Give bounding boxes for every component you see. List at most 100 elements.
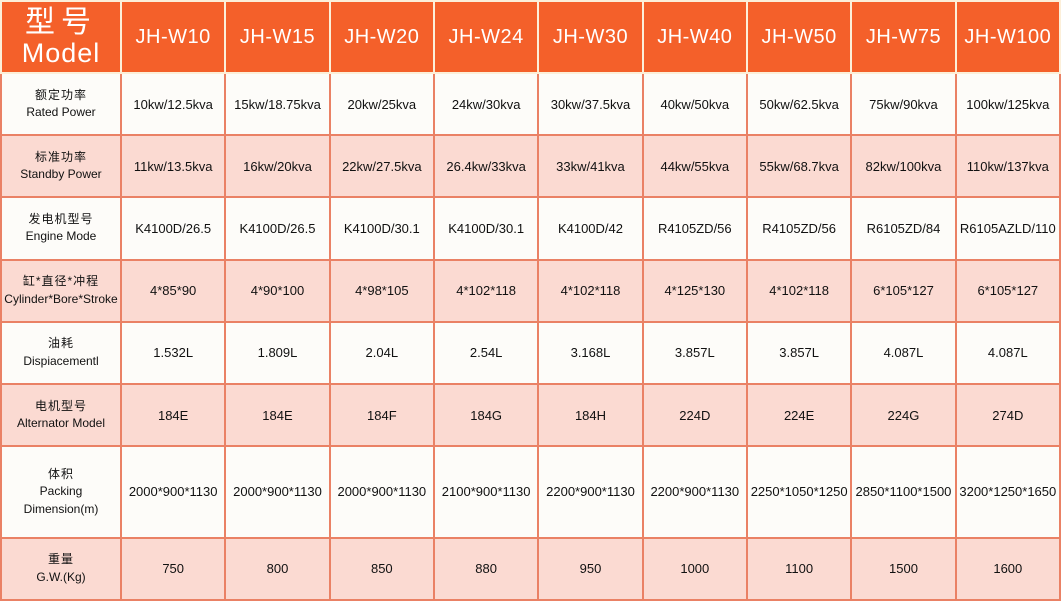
row-label: 额定功率 Rated Power xyxy=(0,71,122,137)
spec-value-cell: 24kw/30kva xyxy=(432,71,540,137)
spec-value-cell: 2000*900*1130 xyxy=(224,445,331,539)
model-header-cell: 型号 Model xyxy=(0,0,122,74)
spec-value-cell: 2200*900*1130 xyxy=(537,445,644,539)
spec-value-cell: 2.54L xyxy=(432,320,540,385)
spec-value-cell: 22kw/27.5kva xyxy=(328,134,435,199)
column-header-jh-w20: JH-W20 xyxy=(328,0,435,74)
spec-value-cell: 2850*1100*1500 xyxy=(850,445,957,539)
spec-value-cell: 224D xyxy=(641,382,748,448)
spec-value-cell: R4105ZD/56 xyxy=(641,196,748,261)
spec-value-cell: 40kw/50kva xyxy=(641,71,748,137)
spec-value-cell: 800 xyxy=(224,536,331,602)
spec-value-cell: K4100D/26.5 xyxy=(224,196,331,261)
spec-value-cell: 16kw/20kva xyxy=(224,134,331,199)
row-label-zh: 油耗 xyxy=(47,336,74,351)
table-row: 缸*直径*冲程 Cylinder*Bore*Stroke 4*85*90 4*90*1… xyxy=(0,258,1062,323)
row-label-en: Packing Dimension(m) xyxy=(23,484,99,516)
table-row: 发电机型号 Engine Mode K4100D/26.5 K4100D/26.5 K4… xyxy=(0,196,1062,261)
column-header-jh-w40: JH-W40 xyxy=(641,0,748,74)
spec-value-cell: K4100D/30.1 xyxy=(432,196,540,261)
spec-value-cell: 20kw/25kva xyxy=(328,71,435,137)
spec-value-cell: 1000 xyxy=(641,536,748,602)
spec-value-cell: 4.087L xyxy=(850,320,957,385)
spec-value-cell: 1500 xyxy=(850,536,957,602)
spec-value-cell: 184G xyxy=(432,382,540,448)
row-label-en: Cylinder*Bore*Stroke xyxy=(4,291,118,306)
row-label: 电机型号 Alternator Model xyxy=(0,382,122,448)
row-label: 体积 Packing Dimension(m) xyxy=(0,445,122,539)
model-label-zh: 型号 xyxy=(25,5,97,39)
spec-value-cell: 880 xyxy=(432,536,540,602)
row-label-zh: 重量 xyxy=(47,552,74,567)
row-label-zh: 体积 xyxy=(47,466,74,481)
row-label-zh: 缸*直径*冲程 xyxy=(22,274,100,289)
spec-value-cell: R6105ZD/84 xyxy=(850,196,957,261)
spec-value-cell: 4.087L xyxy=(954,320,1062,385)
spec-value-cell: R6105AZLD/110 xyxy=(954,196,1062,261)
spec-value-cell: 1100 xyxy=(745,536,853,602)
table-row: 电机型号 Alternator Model 184E 184E 184F 184G 184H… xyxy=(0,382,1062,448)
spec-value-cell: 4*102*118 xyxy=(432,258,540,323)
spec-value-cell: 4*85*90 xyxy=(119,258,227,323)
spec-value-cell: 3.857L xyxy=(745,320,853,385)
spec-value-cell: 184E xyxy=(224,382,331,448)
spec-value-cell: 110kw/137kva xyxy=(954,134,1062,199)
header-row: 型号 Model JH-W10 JH-W15 JH-W20 JH-W24 JH-… xyxy=(0,0,1062,74)
row-label: 缸*直径*冲程 Cylinder*Bore*Stroke xyxy=(0,258,122,323)
spec-value-cell: 75kw/90kva xyxy=(850,71,957,137)
spec-value-cell: 82kw/100kva xyxy=(850,134,957,199)
table-row: 额定功率 Rated Power 10kw/12.5kva 15kw/18.75kva… xyxy=(0,71,1062,137)
spec-value-cell: 1.532L xyxy=(119,320,227,385)
row-label: 油耗 Dispiacementl xyxy=(0,320,122,385)
spec-value-cell: 2.04L xyxy=(328,320,435,385)
spec-value-cell: 1600 xyxy=(954,536,1062,602)
spec-value-cell: K4100D/30.1 xyxy=(328,196,435,261)
row-label-en: Alternator Model xyxy=(16,416,106,431)
spec-value-cell: 2000*900*1130 xyxy=(119,445,227,539)
table-row: 体积 Packing Dimension(m) 2000*900*1130 2000*… xyxy=(0,445,1062,539)
row-label: 重量 G.W.(Kg) xyxy=(0,536,122,602)
spec-value-cell: 4*90*100 xyxy=(224,258,331,323)
spec-value-cell: 15kw/18.75kva xyxy=(224,71,331,137)
spec-value-cell: 184H xyxy=(537,382,644,448)
spec-value-cell: 3.168L xyxy=(537,320,644,385)
column-header-jh-w15: JH-W15 xyxy=(224,0,331,74)
spec-value-cell: 184E xyxy=(119,382,227,448)
row-label-zh: 发电机型号 xyxy=(28,212,94,227)
row-label-zh: 标准功率 xyxy=(34,149,87,164)
spec-value-cell: 10kw/12.5kva xyxy=(119,71,227,137)
column-header-jh-w30: JH-W30 xyxy=(537,0,644,74)
spec-value-cell: 6*105*127 xyxy=(954,258,1062,323)
column-header-jh-w75: JH-W75 xyxy=(850,0,957,74)
spec-value-cell: 3200*1250*1650 xyxy=(954,445,1062,539)
row-label-en: Dispiacementl xyxy=(23,353,99,368)
spec-value-cell: 4*102*118 xyxy=(537,258,644,323)
spec-value-cell: K4100D/42 xyxy=(537,196,644,261)
spec-value-cell: 100kw/125kva xyxy=(954,71,1062,137)
spec-value-cell: 2000*900*1130 xyxy=(328,445,435,539)
spec-value-cell: 11kw/13.5kva xyxy=(119,134,227,199)
row-label-zh: 额定功率 xyxy=(34,87,87,102)
spec-table-body: 额定功率 Rated Power 10kw/12.5kva 15kw/18.75kva… xyxy=(0,71,1062,602)
spec-value-cell: 6*105*127 xyxy=(850,258,957,323)
spec-value-cell: 224G xyxy=(850,382,957,448)
table-row: 重量 G.W.(Kg) 750 800 850 880 950 1000 1100 1500 160… xyxy=(0,536,1062,602)
column-header-jh-w10: JH-W10 xyxy=(119,0,227,74)
row-label-en: G.W.(Kg) xyxy=(36,569,86,584)
row-label-en: Standby Power xyxy=(20,167,102,182)
column-header-jh-w24: JH-W24 xyxy=(432,0,540,74)
spec-value-cell: 55kw/68.7kva xyxy=(745,134,853,199)
spec-value-cell: 33kw/41kva xyxy=(537,134,644,199)
spec-value-cell: 3.857L xyxy=(641,320,748,385)
spec-value-cell: 1.809L xyxy=(224,320,331,385)
model-label-en: Model xyxy=(21,37,101,68)
spec-value-cell: 224E xyxy=(745,382,853,448)
spec-value-cell: 4*98*105 xyxy=(328,258,435,323)
spec-value-cell: 950 xyxy=(537,536,644,602)
spec-value-cell: 274D xyxy=(954,382,1062,448)
row-label: 发电机型号 Engine Mode xyxy=(0,196,122,261)
table-row: 标准功率 Standby Power 11kw/13.5kva 16kw/20kva 2… xyxy=(0,134,1062,199)
spec-value-cell: 4*125*130 xyxy=(641,258,748,323)
row-label-en: Rated Power xyxy=(26,105,96,120)
